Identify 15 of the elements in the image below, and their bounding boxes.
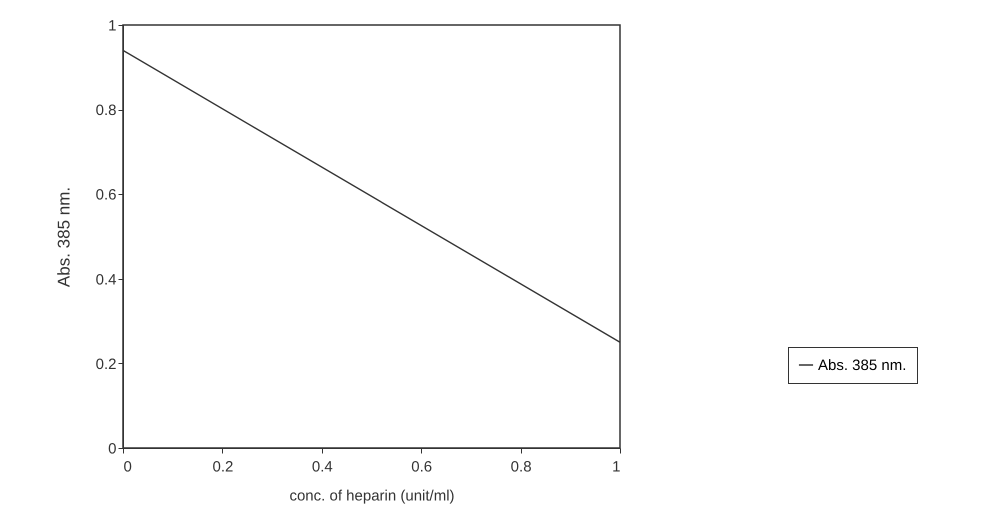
x-tick-label: 0 — [124, 458, 132, 476]
x-tick-label: 0.2 — [212, 458, 234, 476]
y-tick-label: 0.6 — [96, 186, 116, 204]
y-tick-label: 0.2 — [96, 356, 116, 373]
x-tick-label: 1 — [612, 458, 620, 476]
y-tick-label: 1 — [108, 18, 116, 34]
x-axis-title: conc. of heparin (unit/ml) — [289, 488, 455, 504]
x-tick-label: 0.6 — [411, 458, 432, 476]
y-tick-label: 0.4 — [96, 271, 116, 288]
y-tick-label: 0.8 — [96, 102, 116, 120]
y-tick-label: 0 — [108, 440, 116, 458]
x-tick-label: 0.8 — [510, 458, 532, 476]
x-tick-label: 0.4 — [312, 458, 333, 476]
legend-label: Abs. 385 nm. — [818, 357, 906, 374]
y-axis-title: Abs. 385 nm. — [54, 186, 74, 288]
